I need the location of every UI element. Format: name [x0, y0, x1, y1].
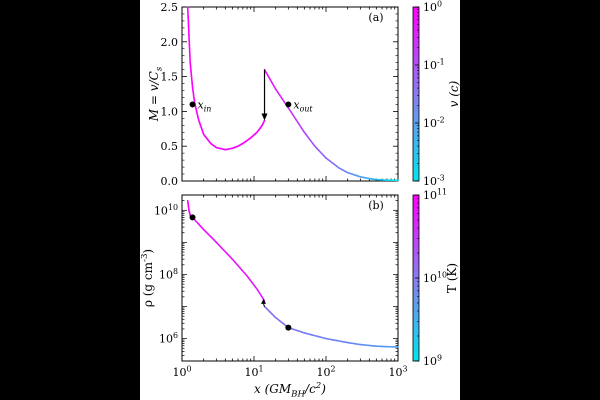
- sonic-point-marker: [189, 101, 196, 108]
- colorbar-a-tick-label: 10-2​: [423, 116, 445, 130]
- x-tick-label: 102​: [316, 365, 335, 379]
- plots-layer: 0.0 0.5 1.0 1.5 2.0 2.5 M = v/Cs​ (a) xin​ xout​ 1…: [140, 0, 461, 400]
- sonic-point-label: xout​: [293, 98, 313, 113]
- sonic-point-marker-b: [189, 214, 196, 221]
- colorbar-a-label: v (c): [447, 80, 461, 107]
- y-tick-label: 1010​: [154, 203, 178, 217]
- colorbar-a-tick-label: 100​: [423, 0, 442, 14]
- panel-b-label: (b): [368, 199, 384, 212]
- y-tick-label: 2.5: [161, 1, 179, 14]
- shock-arrowhead-b: [261, 298, 267, 304]
- panel-a-series-1-seg: [300, 127, 306, 134]
- y-tick-label: 1.5: [161, 71, 179, 84]
- panel-b-ylabel: ρ (g cm-3​): [140, 249, 155, 307]
- colorbar-a: [412, 6, 420, 182]
- y-tick-label: 0.0: [161, 175, 179, 188]
- y-tick-label: 1.0: [161, 105, 179, 118]
- sonic-point-marker: [285, 101, 292, 108]
- panel-a-series-1-seg: [290, 111, 295, 117]
- colorbar-b-tick-label: 109​: [423, 354, 442, 368]
- x-tick-label: 100​: [172, 365, 191, 379]
- sonic-point-label: xin​: [198, 98, 212, 113]
- panel-a-series-1-seg: [298, 123, 303, 130]
- y-tick-label: 2.0: [161, 36, 179, 49]
- y-tick-label: 106​: [159, 331, 178, 345]
- panel-a-frame: [181, 6, 399, 182]
- panel-a-ylabel: M = v/Cs​: [147, 66, 165, 122]
- panel-a-label: (a): [368, 11, 383, 24]
- panel-b-xlabel: x (GMBH​/c2​): [254, 381, 326, 399]
- x-tick-label: 101​: [244, 365, 263, 379]
- colorbar-b-tick-label: 1011​: [423, 188, 447, 202]
- colorbar-a-tick-label: 10-1​: [423, 58, 445, 72]
- colorbar-b-tick-label: 1010​: [423, 271, 447, 285]
- panel-a-series-1-seg: [287, 107, 292, 113]
- panel-a-series-1: [263, 68, 399, 182]
- y-tick-label: 0.5: [161, 140, 179, 153]
- shock-arrow-line-b: [263, 303, 265, 307]
- figure-background: [140, 0, 460, 400]
- panel-a-series-1-seg: [292, 115, 298, 121]
- panel-b-series-0: [186, 199, 266, 302]
- sonic-point-marker-b: [285, 324, 292, 331]
- colorbar-b-label: T (K): [445, 263, 459, 293]
- panel-b-frame: [181, 194, 399, 362]
- x-tick-label: 103​: [388, 365, 407, 379]
- y-tick-label: 108​: [159, 267, 178, 281]
- colorbar-a-tick-label: 10-3​: [423, 174, 445, 188]
- panel-a-series-1-seg: [295, 119, 300, 125]
- shock-arrowhead: [261, 113, 268, 121]
